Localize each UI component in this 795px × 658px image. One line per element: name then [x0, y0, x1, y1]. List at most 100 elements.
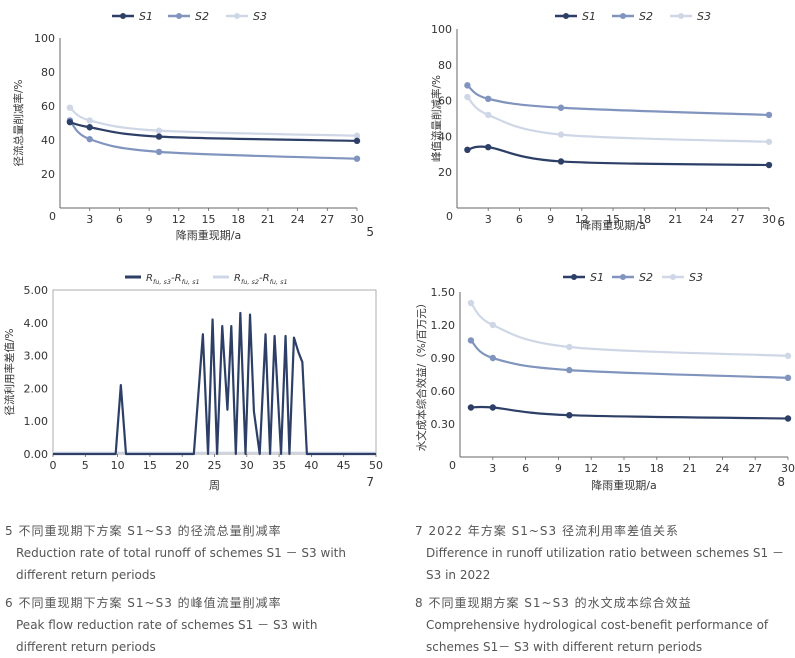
- x-tick-label: 21: [683, 462, 697, 475]
- x-tick-label: 12: [584, 462, 598, 475]
- x-tick-label: 10: [111, 459, 125, 472]
- x-tick-label: 3: [485, 213, 492, 226]
- legend-label-part: R: [234, 273, 241, 284]
- data-point-s3: [566, 343, 573, 351]
- legend-label-part: fu, s1: [270, 278, 288, 286]
- figure-canvas: 100 80 60 40 20 0 3 6 9 12 15 18 21 24 27 30 降雨重现期/a 径流总量…: [3, 10, 795, 492]
- caption-fig5: 5 不同重现期下方案 S1~S3 的径流总量削减率 Reduction rate…: [5, 520, 385, 586]
- x-tick-label: 30: [350, 213, 364, 226]
- x-tick-label: 24: [715, 462, 729, 475]
- series-line-s1: [467, 145, 770, 167]
- data-point-s1: [66, 118, 74, 126]
- y-axis-label: 径流利用率差值/%: [3, 328, 16, 415]
- data-point-s2: [485, 95, 492, 103]
- data-point-s3: [467, 299, 475, 307]
- legend-marker: [571, 274, 577, 280]
- data-point-s1: [566, 412, 573, 419]
- legend-label: Rfu, s3-Rfu, s1: [146, 273, 200, 286]
- x-tick-label: 18: [231, 213, 245, 226]
- x-tick-label: 27: [731, 213, 745, 226]
- y-tick-label: 1.20: [431, 319, 456, 332]
- x-tick-label: 35: [272, 459, 286, 472]
- x-tick-label: 18: [650, 462, 664, 475]
- x-tick-label: 27: [320, 213, 334, 226]
- chart-fig7: 5.00 4.00 3.00 2.00 1.00 0.000 5 10 15 20 25 30 35 40…: [3, 273, 383, 492]
- x-tick-label: 45: [337, 459, 351, 472]
- legend-marker: [620, 13, 626, 19]
- caption-zh: 6 不同重现期下方案 S1~S3 的峰值流量削减率: [5, 596, 282, 610]
- data-point-s1: [485, 143, 492, 151]
- x-tick-label: 6: [516, 213, 523, 226]
- y-tick-label: 4.00: [24, 317, 49, 330]
- data-point-s3: [765, 138, 773, 145]
- x-axis-label: 降雨重现期/a: [591, 478, 656, 492]
- y-tick-label: 100: [431, 23, 452, 36]
- data-point-s3: [86, 117, 93, 124]
- data-point-s2: [566, 366, 573, 374]
- x-tick-label: 24: [291, 213, 305, 226]
- y-axis-label: 水文成本综合效益/（%/百万元）: [415, 298, 428, 452]
- data-point-s2: [86, 135, 93, 143]
- series-line-s1: [69, 121, 358, 142]
- data-point-s2: [557, 104, 565, 111]
- y-tick-label: 5.00: [24, 284, 49, 297]
- data-point-s1: [464, 146, 471, 154]
- data-point-s2: [489, 354, 496, 362]
- legend-label: S3: [697, 10, 711, 23]
- y-tick-label: 1.00: [24, 415, 49, 428]
- caption-zh: 5 不同重现期下方案 S1~S3 的径流总量削减率: [5, 524, 282, 538]
- caption-fig8: 8 不同重现期方案 S1~S3 的水文成本综合效益 Comprehensive …: [415, 592, 795, 658]
- x-tick-label: 3: [489, 462, 496, 475]
- data-point-s1: [86, 124, 93, 131]
- y-tick-label: 60: [438, 95, 452, 108]
- y-tick-label: 1.50: [431, 286, 456, 299]
- x-tick-label: 30: [781, 462, 795, 475]
- legend-label-part: R: [146, 273, 153, 284]
- legend-label: S2: [195, 10, 209, 23]
- x-tick-label: 6: [116, 213, 123, 226]
- legend-marker: [670, 274, 676, 280]
- x-tick-label: 18: [637, 213, 651, 226]
- data-point-s2: [765, 111, 773, 119]
- data-point-s1: [557, 158, 565, 165]
- caption-en-line1: Reduction rate of total runoff of scheme…: [16, 546, 346, 560]
- x-tick-label: 15: [202, 213, 216, 226]
- x-tick-label: 9: [547, 213, 554, 226]
- y-tick-label: 80: [41, 66, 55, 79]
- x-tick-label: 50: [369, 459, 383, 472]
- x-tick-label: 24: [700, 213, 714, 226]
- data-point-s1: [489, 404, 496, 411]
- y-tick-label: 40: [41, 134, 55, 147]
- caption-fig6: 6 不同重现期下方案 S1~S3 的峰值流量削减率 Peak flow redu…: [5, 592, 385, 658]
- x-tick-label: 40: [304, 459, 318, 472]
- chart-fig8: 1.50 1.20 0.90 0.60 0.30 0 3 6 9 12 15 18 21 24 27 30 降雨…: [415, 271, 795, 492]
- y-axis-label: 径流总量削减率/%: [12, 79, 25, 166]
- y-tick-label: 0: [49, 210, 56, 223]
- y-tick-label: 20: [438, 166, 452, 179]
- data-point-s2: [353, 155, 361, 162]
- figure-number: 6: [777, 215, 785, 229]
- legend-label-part: fu, s2: [241, 278, 259, 286]
- x-axis-label: 周: [209, 479, 220, 492]
- caption-en-line1: Peak flow reduction rate of schemes S1 －…: [16, 618, 318, 632]
- legend-label: S1: [590, 271, 604, 284]
- data-point-s1: [155, 133, 163, 140]
- x-tick-label: 15: [143, 459, 157, 472]
- caption-en-line2: different return periods: [16, 568, 156, 582]
- legend-label-part: fu, s3: [153, 278, 171, 286]
- data-point-s1: [765, 161, 773, 169]
- y-axis-label: 峰值流量削减率/%: [430, 75, 443, 162]
- y-tick-label: 20: [41, 168, 55, 181]
- legend-label: S1: [582, 10, 596, 23]
- data-point-s2: [155, 148, 163, 156]
- caption-zh: 7 2022 年方案 S1~S3 径流利用率差值关系: [415, 524, 679, 538]
- x-tick-label: 21: [668, 213, 682, 226]
- x-tick-label: 30: [762, 213, 776, 226]
- caption-fig7: 7 2022 年方案 S1~S3 径流利用率差值关系 Difference in…: [415, 520, 795, 586]
- caption-en-line1: Difference in runoff utilization ratio b…: [426, 546, 784, 560]
- legend-label: S3: [253, 10, 267, 23]
- figure-number: 5: [366, 225, 374, 239]
- x-axis-label: 降雨重现期/a: [176, 228, 241, 242]
- legend-label: S1: [139, 10, 153, 23]
- legend-marker: [176, 13, 182, 19]
